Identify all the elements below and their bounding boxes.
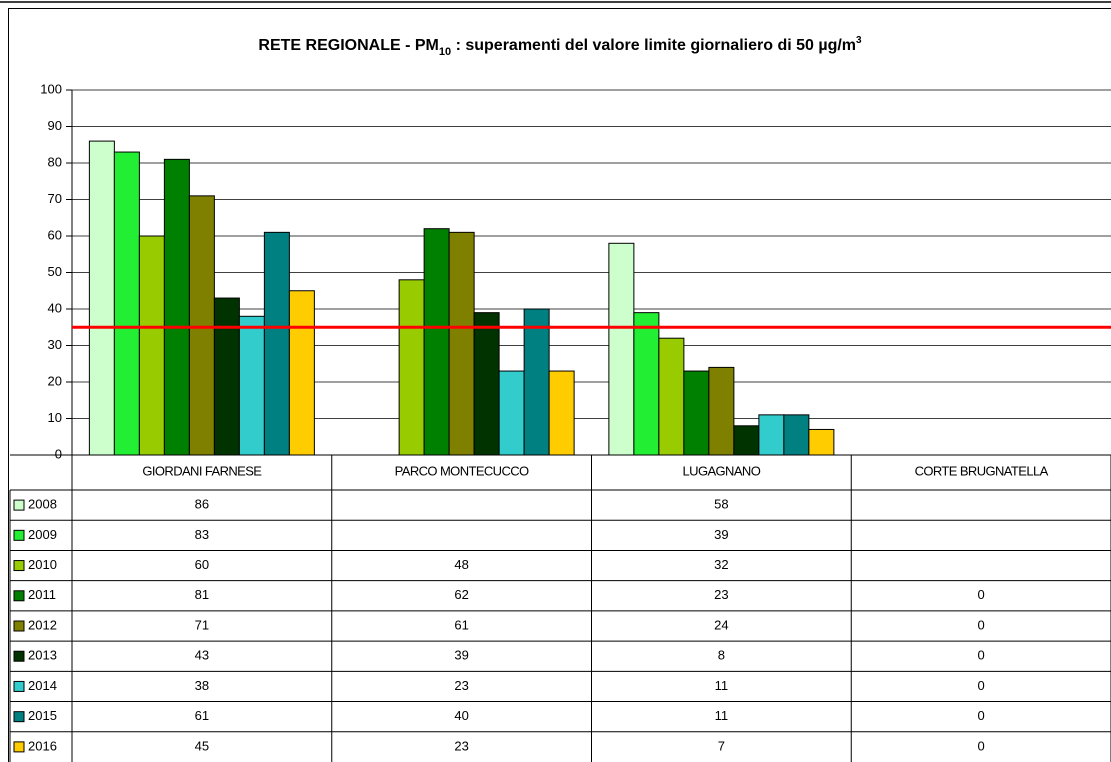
- table-cell: 38: [195, 678, 209, 693]
- bar: [88, 140, 115, 456]
- bar: [783, 414, 810, 456]
- title-superscript: 3: [856, 35, 862, 46]
- table-cell: 61: [195, 708, 209, 723]
- chart-title: RETE REGIONALE - PM10 : superamenti del …: [258, 35, 862, 58]
- table-cell: 0: [978, 617, 985, 632]
- y-tick-label: 80: [48, 154, 62, 169]
- y-tick-label: 90: [48, 118, 62, 133]
- bar: [758, 414, 785, 456]
- bar: [113, 151, 140, 456]
- table-cell: 62: [454, 587, 468, 602]
- bar: [288, 290, 315, 456]
- bar: [633, 312, 660, 456]
- bar: [238, 315, 265, 456]
- table-cell: 23: [714, 587, 728, 602]
- legend-label: 2010: [28, 557, 57, 572]
- table-cell: 71: [195, 617, 209, 632]
- table-cell: 48: [454, 557, 468, 572]
- bar: [658, 337, 685, 456]
- table-cell: 32: [714, 557, 728, 572]
- legend-swatch: [13, 711, 25, 723]
- table-cell: 86: [195, 497, 209, 512]
- title-text: : superamenti del valore limite giornali…: [451, 37, 856, 54]
- bar: [138, 235, 165, 456]
- bar: [448, 231, 475, 456]
- legend-label: 2011: [28, 587, 56, 602]
- legend-label: 2009: [28, 527, 57, 542]
- legend-swatch: [13, 741, 25, 753]
- legend-label: 2016: [28, 738, 57, 753]
- y-tick-label: 70: [48, 191, 62, 206]
- table-cell: 45: [195, 738, 209, 753]
- y-tick-label: 0: [55, 446, 62, 461]
- bar: [498, 370, 525, 456]
- table-cell: 24: [714, 617, 728, 632]
- bar: [523, 308, 550, 456]
- table-cell: 39: [714, 527, 728, 542]
- table-cell: 8: [718, 648, 725, 663]
- y-tick-label: 30: [48, 337, 62, 352]
- legend-label: 2013: [28, 648, 57, 663]
- x-tick-label: LUGAGNANO: [683, 463, 761, 478]
- bar: [163, 158, 190, 456]
- legend-label: 2015: [28, 708, 57, 723]
- table-cell: 40: [454, 708, 468, 723]
- legend-swatch: [13, 560, 25, 572]
- bar: [708, 366, 735, 456]
- table-cell: 60: [195, 557, 209, 572]
- bar: [398, 279, 425, 456]
- bar: [263, 231, 290, 456]
- bar: [188, 195, 215, 456]
- legend-label: 2012: [28, 617, 57, 632]
- y-tick-label: 100: [40, 81, 62, 96]
- table-cell: 43: [195, 648, 209, 663]
- x-tick-label: PARCO MONTECUCCO: [395, 463, 529, 478]
- frame: [8, 8, 1111, 762]
- legend-swatch: [13, 650, 25, 662]
- table-cell: 23: [454, 738, 468, 753]
- bar: [808, 428, 835, 456]
- table-cell: 0: [978, 587, 985, 602]
- table-cell: 0: [978, 708, 985, 723]
- table-cell: 23: [454, 678, 468, 693]
- legend-swatch: [13, 499, 25, 511]
- legend-swatch: [13, 590, 25, 602]
- y-tick-label: 40: [48, 300, 62, 315]
- table-cell: 11: [715, 708, 729, 723]
- title-subscript: 10: [439, 46, 451, 58]
- table-cell: 61: [454, 617, 468, 632]
- y-tick-label: 50: [48, 264, 62, 279]
- legend-label: 2014: [28, 678, 57, 693]
- table-cell: 81: [195, 587, 209, 602]
- bar: [423, 228, 450, 456]
- table-cell: 0: [978, 738, 985, 753]
- x-tick-label: GIORDANI FARNESE: [142, 463, 262, 478]
- table-cell: 58: [714, 497, 728, 512]
- legend-swatch: [13, 680, 25, 692]
- table-cell: 11: [715, 678, 729, 693]
- bar: [213, 297, 240, 456]
- table-cell: 39: [454, 648, 468, 663]
- legend-swatch: [13, 529, 25, 541]
- bar: [473, 312, 500, 456]
- x-tick-label: CORTE BRUGNATELLA: [915, 463, 1049, 478]
- y-tick-label: 60: [48, 227, 62, 242]
- table-cell: 0: [978, 678, 985, 693]
- legend-swatch: [13, 620, 25, 632]
- bar: [548, 370, 575, 456]
- table-cell: 0: [978, 648, 985, 663]
- table-cell: 7: [718, 738, 725, 753]
- bar: [683, 370, 710, 456]
- y-tick-label: 20: [48, 373, 62, 388]
- legend-label: 2008: [28, 497, 57, 512]
- y-tick-label: 10: [48, 410, 62, 425]
- bar: [733, 425, 760, 456]
- bar: [608, 242, 635, 456]
- table-cell: 83: [195, 527, 209, 542]
- title-text: RETE REGIONALE - PM: [258, 37, 438, 54]
